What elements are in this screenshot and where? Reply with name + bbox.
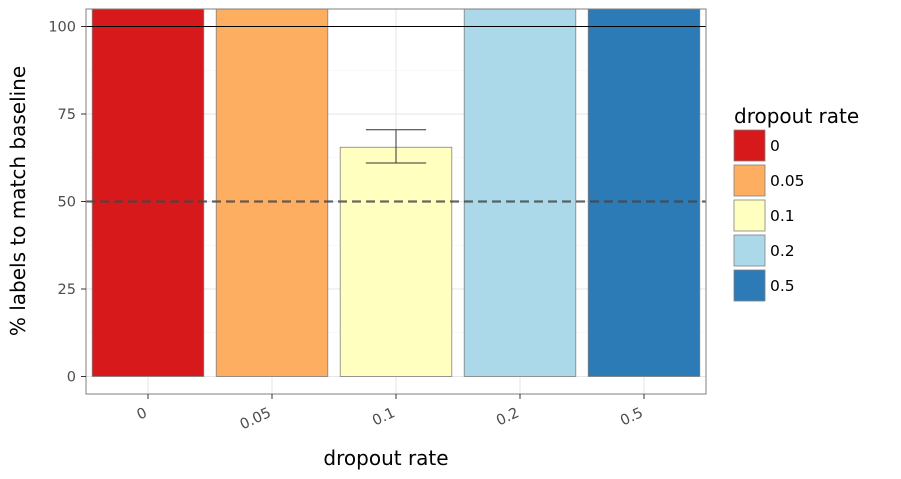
legend-title: dropout rate: [734, 104, 859, 128]
y-tick-label: 75: [58, 107, 76, 123]
x-tick-label: 0: [135, 405, 150, 423]
bar-0.5: [587, 8, 701, 377]
legend-label: 0.05: [770, 172, 805, 190]
y-axis: 0 25 50 75 100: [48, 20, 86, 386]
x-axis: 0 0.05 0.1 0.2 0.5: [135, 394, 646, 433]
y-tick-label: 50: [58, 195, 76, 211]
bar-0.05: [215, 8, 329, 377]
legend-key-0: [733, 129, 766, 162]
bar-0: [91, 8, 205, 377]
legend: dropout rate 0 0.05 0.1 0.2 0.5: [733, 104, 859, 302]
y-tick-label: 100: [48, 20, 76, 36]
error-bars: [365, 129, 427, 164]
bar-0.2: [463, 8, 577, 377]
bars: [91, 8, 701, 377]
x-tick-label: 0.05: [238, 405, 274, 433]
bar-0.1: [339, 146, 453, 377]
x-tick-label: 0.5: [618, 405, 646, 429]
legend-label: 0: [770, 137, 780, 155]
y-axis-title: % labels to match baseline: [6, 66, 30, 336]
y-tick-label: 0: [67, 370, 76, 386]
x-axis-title: dropout rate: [323, 446, 448, 470]
legend-key-0.1: [733, 199, 766, 232]
x-tick-label: 0.2: [494, 405, 522, 429]
x-tick-label: 0.1: [370, 405, 398, 429]
legend-key-0.5: [733, 269, 766, 302]
legend-key-0.05: [733, 164, 766, 197]
legend-key-0.2: [733, 234, 766, 267]
legend-label: 0.5: [770, 277, 795, 295]
y-tick-label: 25: [58, 282, 76, 298]
reference-lines: [86, 26, 706, 203]
legend-label: 0.2: [770, 242, 795, 260]
legend-label: 0.1: [770, 207, 795, 225]
